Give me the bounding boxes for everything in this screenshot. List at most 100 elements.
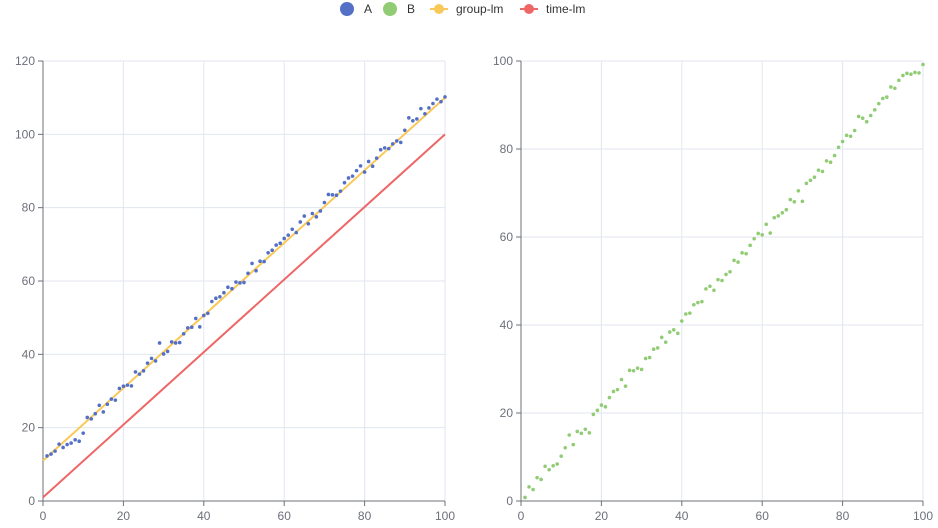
data-point-a[interactable]: [431, 101, 435, 106]
data-point-b[interactable]: [792, 200, 797, 204]
data-point-a[interactable]: [411, 118, 415, 123]
data-point-a[interactable]: [234, 280, 238, 284]
data-point-b[interactable]: [712, 288, 716, 293]
legend-item-group-lm[interactable]: group-lm: [430, 2, 503, 16]
data-point-a[interactable]: [230, 286, 234, 291]
data-point-b[interactable]: [804, 181, 809, 186]
data-point-a[interactable]: [374, 156, 379, 160]
data-point-b[interactable]: [635, 366, 640, 370]
data-point-b[interactable]: [623, 384, 628, 388]
data-point-a[interactable]: [378, 147, 383, 152]
data-point-b[interactable]: [764, 222, 769, 227]
data-point-a[interactable]: [173, 341, 178, 345]
data-point-a[interactable]: [77, 439, 81, 444]
data-point-b[interactable]: [700, 299, 704, 304]
data-point-a[interactable]: [61, 445, 65, 450]
data-point-a[interactable]: [254, 268, 258, 273]
data-point-b[interactable]: [776, 214, 781, 218]
data-point-b[interactable]: [796, 189, 801, 193]
data-point-a[interactable]: [165, 349, 170, 354]
data-point-b[interactable]: [563, 445, 568, 450]
data-point-a[interactable]: [278, 241, 282, 246]
data-point-a[interactable]: [435, 97, 439, 101]
data-point-b[interactable]: [671, 328, 676, 332]
data-point-a[interactable]: [197, 325, 202, 329]
data-point-b[interactable]: [800, 199, 805, 204]
data-point-b[interactable]: [547, 467, 551, 472]
data-point-b[interactable]: [579, 431, 584, 436]
data-point-a[interactable]: [246, 271, 250, 276]
data-point-b[interactable]: [587, 431, 592, 435]
data-point-a[interactable]: [415, 117, 419, 121]
data-point-b[interactable]: [852, 128, 857, 133]
data-point-b[interactable]: [684, 312, 688, 316]
data-point-b[interactable]: [744, 251, 748, 256]
data-point-b[interactable]: [772, 215, 777, 220]
data-point-a[interactable]: [53, 449, 57, 453]
data-point-a[interactable]: [250, 261, 254, 266]
data-point-a[interactable]: [218, 294, 222, 299]
data-point-a[interactable]: [382, 146, 387, 150]
data-point-b[interactable]: [760, 233, 764, 237]
data-point-a[interactable]: [65, 442, 69, 447]
data-point-a[interactable]: [386, 146, 391, 151]
data-point-a[interactable]: [89, 417, 94, 421]
data-point-b[interactable]: [720, 278, 724, 283]
data-point-a[interactable]: [210, 299, 214, 304]
data-point-b[interactable]: [523, 495, 527, 500]
data-point-b[interactable]: [591, 412, 596, 417]
data-point-b[interactable]: [780, 211, 785, 215]
data-point-b[interactable]: [708, 284, 712, 289]
data-point-a[interactable]: [153, 359, 158, 363]
data-point-a[interactable]: [57, 442, 61, 446]
data-point-b[interactable]: [659, 335, 664, 340]
data-point-b[interactable]: [603, 405, 608, 409]
data-point-a[interactable]: [338, 189, 343, 193]
data-point-b[interactable]: [535, 475, 539, 480]
data-point-a[interactable]: [193, 316, 198, 321]
data-point-b[interactable]: [639, 367, 644, 372]
data-point-a[interactable]: [49, 452, 53, 456]
data-point-a[interactable]: [290, 227, 295, 232]
data-point-a[interactable]: [129, 384, 134, 388]
data-point-a[interactable]: [439, 99, 443, 104]
data-point-a[interactable]: [262, 259, 266, 264]
data-point-b[interactable]: [864, 119, 869, 124]
data-point-a[interactable]: [141, 369, 146, 373]
data-point-b[interactable]: [901, 73, 905, 78]
data-point-b[interactable]: [704, 287, 708, 291]
data-point-a[interactable]: [133, 370, 138, 374]
data-point-b[interactable]: [788, 197, 793, 202]
data-point-b[interactable]: [595, 408, 600, 413]
data-point-a[interactable]: [73, 437, 77, 442]
data-point-b[interactable]: [607, 395, 612, 400]
data-point-b[interactable]: [643, 356, 648, 361]
data-point-a[interactable]: [113, 398, 118, 402]
data-point-b[interactable]: [885, 95, 889, 99]
data-point-b[interactable]: [688, 311, 692, 315]
data-point-a[interactable]: [125, 383, 130, 387]
data-point-a[interactable]: [419, 106, 423, 111]
data-point-b[interactable]: [913, 70, 917, 75]
series-line-time-lm[interactable]: [42, 133, 446, 499]
data-point-b[interactable]: [651, 347, 656, 352]
data-point-b[interactable]: [820, 169, 825, 174]
data-point-b[interactable]: [784, 207, 789, 212]
data-point-b[interactable]: [575, 429, 580, 434]
data-point-a[interactable]: [45, 454, 49, 458]
data-point-a[interactable]: [330, 193, 335, 197]
data-point-a[interactable]: [161, 352, 166, 356]
data-point-b[interactable]: [889, 85, 893, 89]
data-point-b[interactable]: [856, 114, 861, 119]
data-point-a[interactable]: [286, 233, 291, 237]
data-point-a[interactable]: [117, 386, 122, 391]
data-point-a[interactable]: [354, 168, 359, 173]
data-point-a[interactable]: [121, 384, 126, 389]
data-point-b[interactable]: [832, 153, 837, 158]
data-point-b[interactable]: [732, 258, 736, 263]
data-point-b[interactable]: [897, 78, 901, 83]
data-point-a[interactable]: [270, 248, 274, 252]
data-point-a[interactable]: [346, 176, 351, 180]
data-point-a[interactable]: [157, 341, 162, 345]
